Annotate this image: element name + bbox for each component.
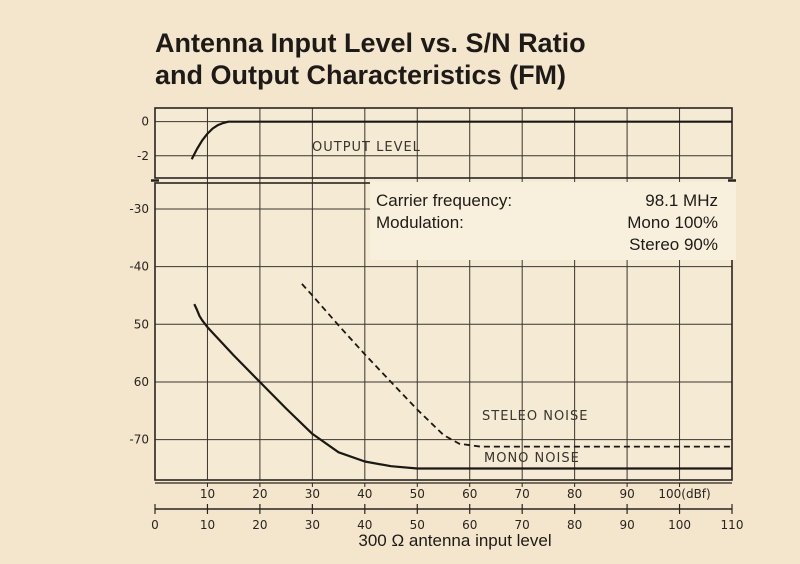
x-bottom-tick-label: 40 [357,518,372,532]
x-bottom-tick-label: 10 [200,518,215,532]
noise-tick-label: 60 [134,375,149,389]
x-top-tick-label: 40 [357,487,372,501]
x-bottom-tick-label: 90 [619,518,634,532]
annotation-background [370,182,736,260]
chart-title-line-1: Antenna Input Level vs. S/N Ratio [155,28,586,58]
chart-title-line-2: and Output Characteristics (FM) [155,60,566,90]
x-bottom-tick-label: 0 [151,518,159,532]
curves-layer [190,120,732,470]
stereo-noise-curve-label: STELEO NOISE [482,409,589,424]
noise-tick-label: -30 [129,202,149,216]
x-top-tick-label: 70 [515,487,530,501]
x-bottom-tick-label: 60 [462,518,477,532]
x-top-tick-label: 60 [462,487,477,501]
modulation-label: Modulation: [376,213,464,232]
x-bottom-tick-label: 70 [515,518,530,532]
x-top-tick-label: 50 [410,487,425,501]
x-bottom-tick-label: 110 [721,518,744,532]
x-top-tick-label: 100(dBf) [658,487,710,501]
x-top-tick-label: 80 [567,487,582,501]
mono-noise-curve-label: MONO NOISE [484,451,580,466]
x-bottom-tick-label: 30 [305,518,320,532]
x-bottom-tick-label: 80 [567,518,582,532]
carrier-frequency-value: 98.1 MHz [645,191,718,210]
tick-labels: 10 20 30 40 50 60 70 80 90 100(dBf) 0 10 20 30 40 50 60 7… [129,115,743,532]
x-top-tick-label: 20 [252,487,267,501]
output-panel-frame [154,107,733,179]
output-tick-label: 0 [141,115,149,129]
noise-tick-label: 50 [134,317,149,331]
stereo-modulation-value: Stereo 90% [629,235,718,254]
output-level-curve-label: OUTPUT LEVEL [312,140,421,155]
mono-noise-curve [193,303,732,470]
carrier-frequency-label: Carrier frequency: [376,191,512,210]
x-axis-label: 300 Ω antenna input level [358,531,551,550]
x-bottom-tick-label: 100 [668,518,691,532]
steleo-noise-curve [301,283,732,448]
plot-background [155,108,732,480]
x-top-tick-label: 90 [619,487,634,501]
noise-tick-label: -40 [129,260,149,274]
output-level-curve [190,120,732,160]
x-bottom-tick-label: 20 [252,518,267,532]
x-top-tick-label: 10 [200,487,215,501]
grid-layer [151,107,736,514]
output-tick-label: -2 [137,149,149,163]
noise-tick-label: -70 [129,433,149,447]
x-top-tick-label: 30 [305,487,320,501]
mono-modulation-value: Mono 100% [627,213,718,232]
x-bottom-tick-label: 50 [410,518,425,532]
